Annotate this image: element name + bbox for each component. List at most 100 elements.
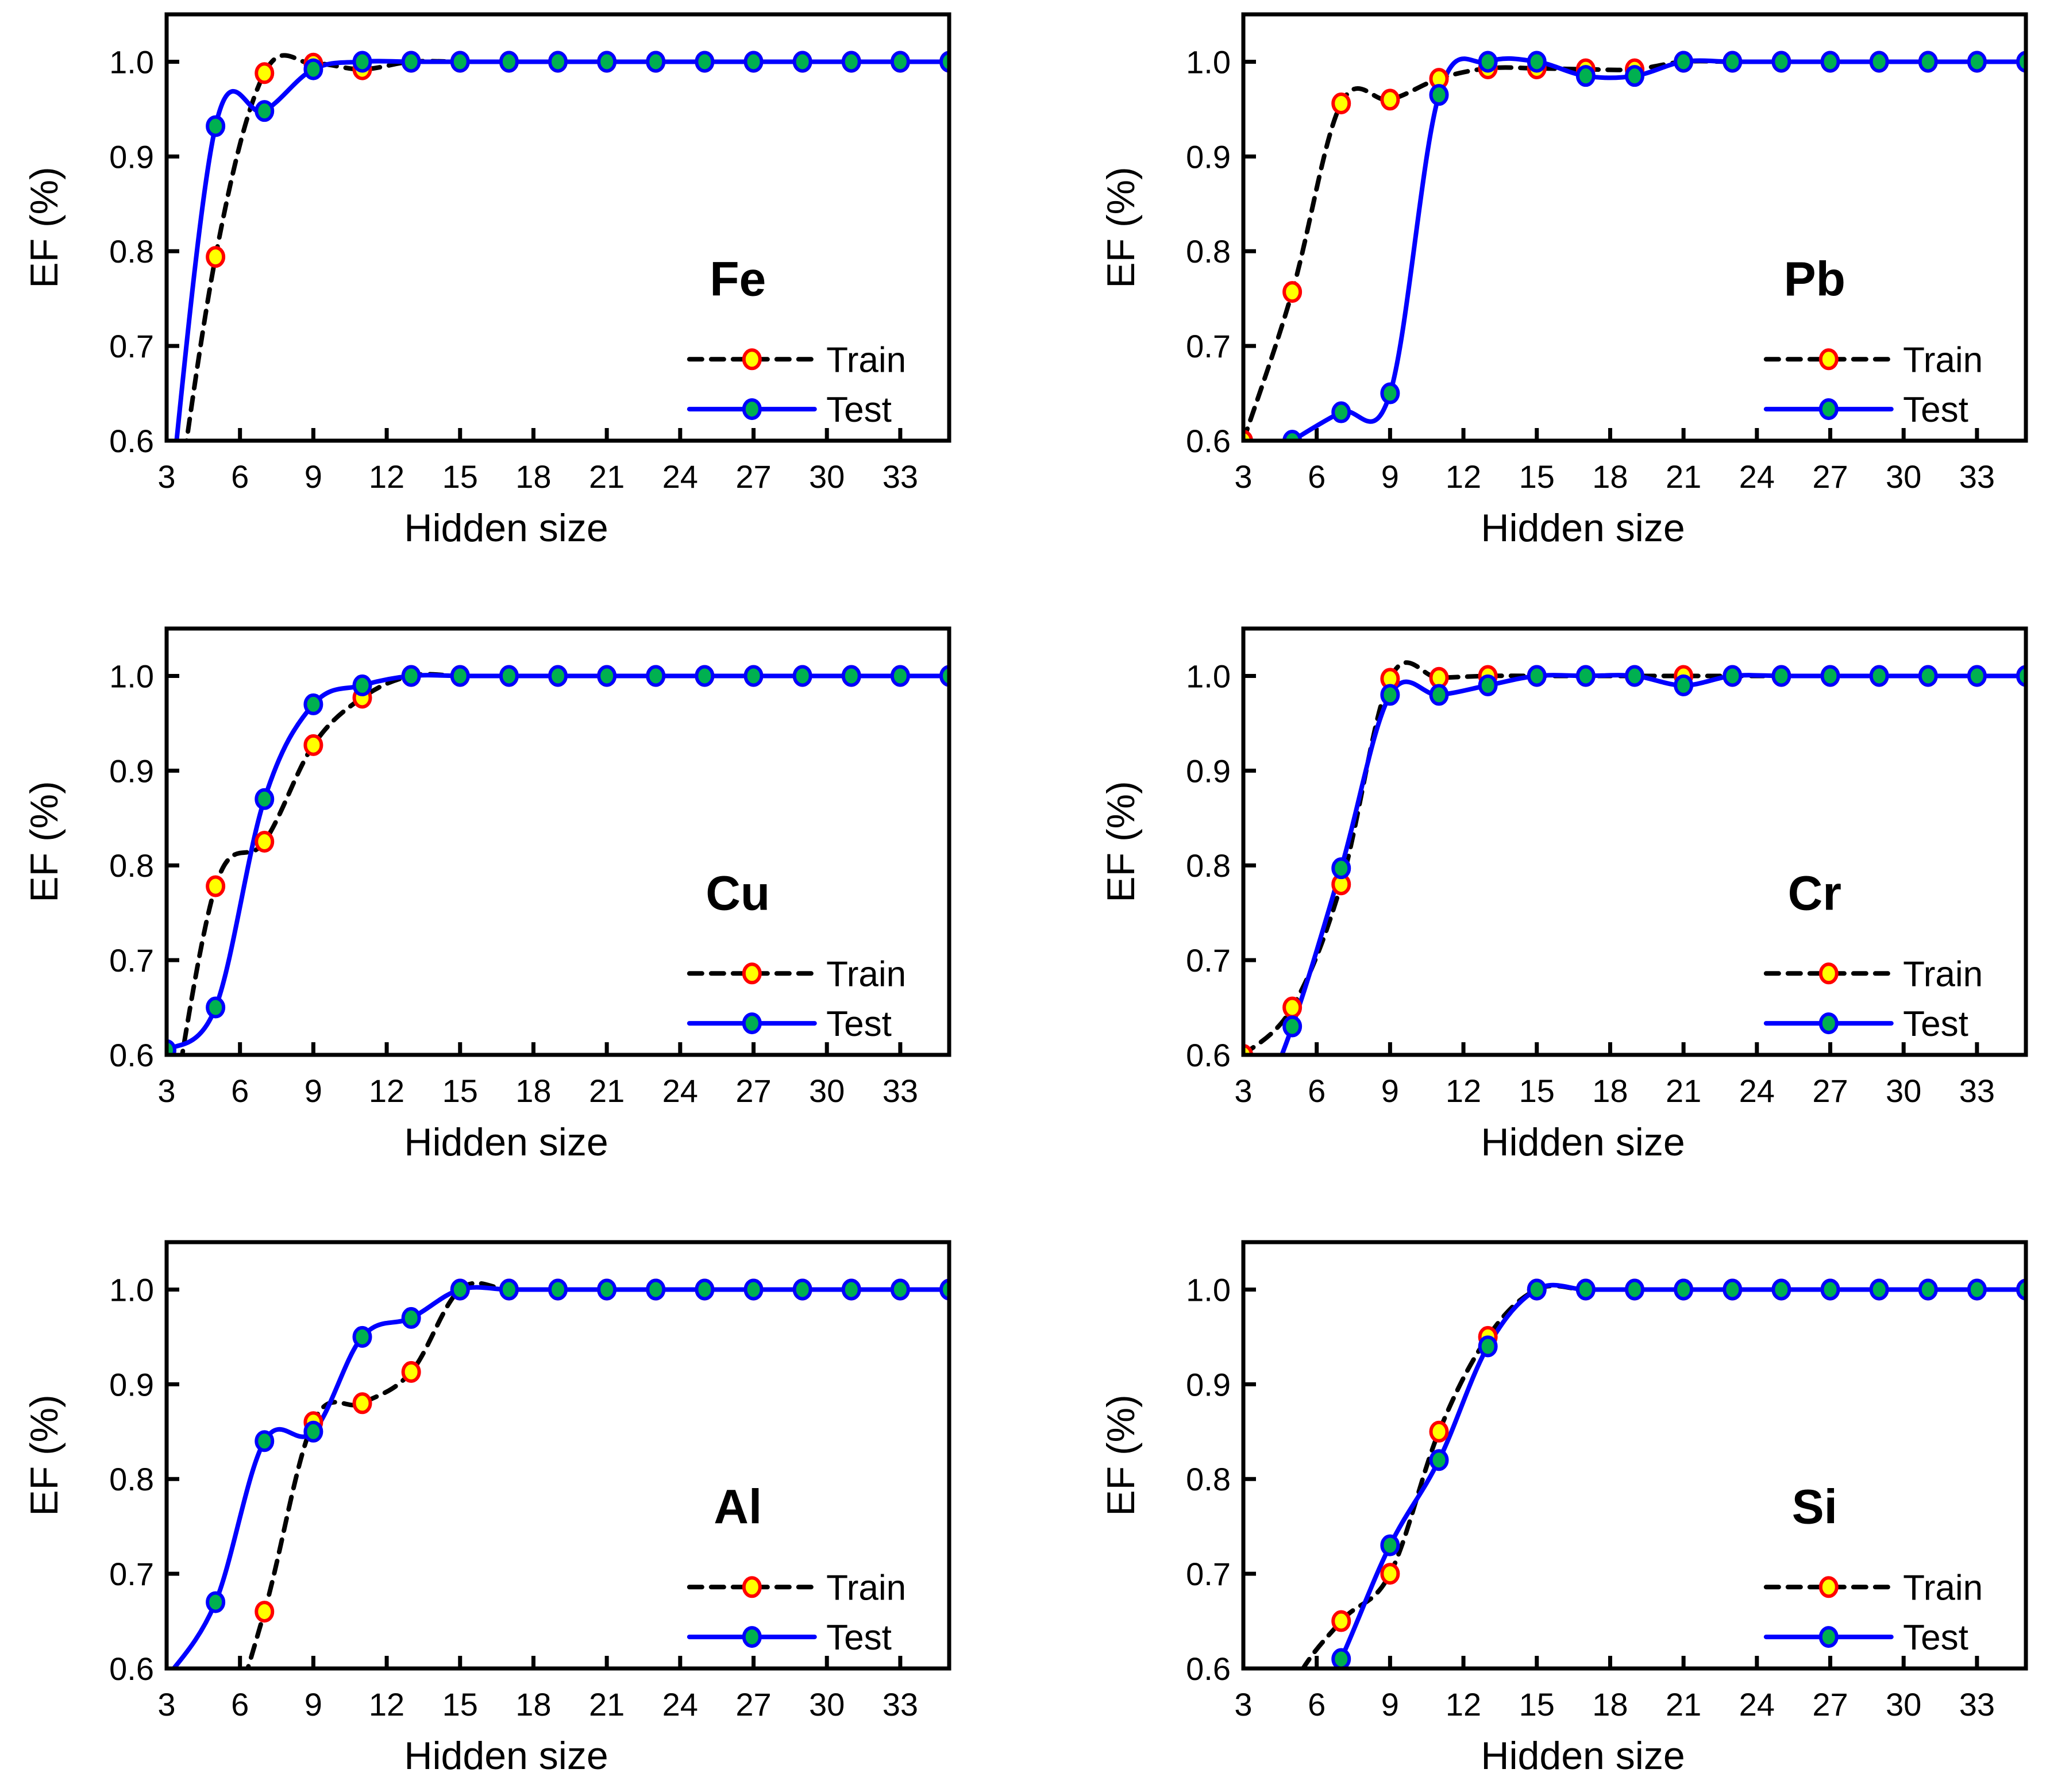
- element-label: Si: [1792, 1480, 1837, 1534]
- x-tick-label: 6: [231, 458, 249, 495]
- plot-area: [1243, 660, 2026, 1055]
- legend: Train Test: [1763, 1568, 1983, 1658]
- data-point-test: [352, 1325, 372, 1348]
- data-point-test: [1967, 51, 1987, 73]
- x-tick-label: 18: [1592, 458, 1628, 495]
- x-tick-label: 24: [662, 1686, 698, 1722]
- data-point-test: [401, 665, 421, 687]
- data-point-test: [695, 1278, 715, 1301]
- data-point-train: [401, 1361, 421, 1383]
- panel-cu: 0.6 0.7 0.8 0.9 1.0 3 6 9 12 15 18 21 24 27 30 33 Hidden…: [22, 626, 951, 1164]
- legend-label-test: Test: [1903, 390, 1968, 430]
- data-point-test: [1331, 857, 1351, 880]
- legend-label-test: Test: [826, 1004, 892, 1044]
- data-point-test: [1478, 51, 1498, 73]
- x-tick-label: 27: [735, 458, 771, 495]
- data-point-test: [1967, 665, 1987, 687]
- x-tick-label: 9: [305, 1686, 322, 1722]
- x-tick-label: 27: [735, 1686, 771, 1722]
- data-point-test: [1575, 1278, 1596, 1301]
- element-label: Fe: [710, 252, 766, 306]
- data-point-train: [1282, 281, 1303, 303]
- legend-marker-train: [742, 1576, 762, 1598]
- x-tick-label: 33: [883, 458, 918, 495]
- data-point-train: [1429, 1420, 1449, 1443]
- data-point-test: [1625, 1278, 1644, 1301]
- data-point-test: [792, 1278, 812, 1301]
- legend-marker-test: [742, 398, 762, 421]
- data-point-train: [206, 246, 226, 268]
- data-point-test: [646, 1278, 666, 1301]
- x-tick-label: 27: [1812, 1686, 1848, 1722]
- series-line-test: [1290, 56, 2026, 441]
- x-tick-label: 30: [1886, 1686, 1921, 1722]
- x-tick-label: 6: [1308, 1073, 1326, 1109]
- y-tick-label: 0.6: [1186, 1651, 1231, 1687]
- data-point-train: [1331, 92, 1351, 114]
- data-point-test: [303, 58, 323, 80]
- y-axis-title: EF (%): [1099, 781, 1143, 903]
- element-label: Cr: [1788, 866, 1841, 920]
- x-tick-label: 24: [662, 1073, 698, 1109]
- data-point-test: [1429, 1449, 1449, 1471]
- data-point-train: [1380, 1563, 1400, 1585]
- data-point-test: [206, 1591, 226, 1613]
- x-tick-label: 21: [589, 1073, 625, 1109]
- data-point-train: [207, 1754, 224, 1772]
- legend-marker-test: [1818, 1012, 1839, 1035]
- legend: Train Test: [687, 954, 906, 1044]
- data-point-train: [1380, 88, 1400, 111]
- legend-label-test: Test: [1903, 1618, 1968, 1658]
- plot-frame: [1241, 12, 2028, 443]
- data-point-test: [548, 665, 568, 687]
- data-point-test: [890, 665, 910, 687]
- data-point-test: [695, 51, 715, 73]
- x-tick-label: 15: [442, 1073, 478, 1109]
- x-tick-label: 21: [1666, 1686, 1701, 1722]
- data-point-test: [1674, 674, 1694, 696]
- legend-marker-test: [742, 1012, 762, 1035]
- x-tick-label: 24: [1739, 1073, 1775, 1109]
- panel-si: 0.6 0.7 0.8 0.9 1.0 3 6 9 12 15 18 21 24 27 30 33 Hidden…: [1099, 1240, 2028, 1778]
- data-point-test: [1723, 51, 1743, 73]
- x-tick-label: 12: [369, 1073, 404, 1109]
- y-axis-title: EF (%): [22, 781, 66, 903]
- data-point-test: [1380, 1534, 1400, 1556]
- legend: Train Test: [687, 340, 906, 430]
- data-point-test: [1918, 665, 1938, 687]
- x-tick-label: 3: [157, 1686, 175, 1722]
- panel-al: 0.6 0.7 0.8 0.9 1.0 3 6 9 12 15 18 21 24 27 30 33 Hidden…: [22, 1240, 951, 1778]
- data-point-test: [1527, 51, 1547, 73]
- y-tick-label: 0.7: [109, 942, 154, 978]
- data-point-test: [1771, 665, 1791, 687]
- x-tick-label: 15: [442, 458, 478, 495]
- plot-area: [167, 1278, 949, 1772]
- legend-label-train: Train: [826, 954, 906, 994]
- y-tick-label: 1.0: [1186, 1271, 1231, 1308]
- y-tick-label: 0.7: [1186, 328, 1231, 364]
- data-point-train: [206, 875, 226, 897]
- y-tick-label: 1.0: [109, 1271, 154, 1308]
- data-point-test: [1429, 684, 1449, 706]
- data-point-test: [206, 996, 226, 1019]
- x-tick-label: 6: [1308, 458, 1326, 495]
- data-point-test: [743, 1278, 764, 1301]
- x-tick-label: 33: [1959, 1686, 1995, 1722]
- x-tick-label: 3: [1234, 458, 1252, 495]
- plot-frame: [164, 1240, 951, 1671]
- x-tick-label: 3: [1234, 1073, 1252, 1109]
- data-point-train: [159, 573, 175, 592]
- x-tick-label: 33: [1959, 1073, 1995, 1109]
- y-tick-label: 0.7: [109, 1556, 154, 1592]
- data-point-test: [255, 1430, 275, 1452]
- legend: Train Test: [1763, 954, 1983, 1044]
- x-tick-label: 12: [369, 458, 404, 495]
- data-point-test: [597, 1278, 617, 1301]
- x-tick-label: 12: [369, 1686, 404, 1722]
- y-tick-label: 1.0: [109, 658, 154, 694]
- x-tick-label: 30: [1886, 458, 1921, 495]
- plot-area: [167, 665, 949, 1055]
- data-point-test: [1380, 382, 1400, 404]
- data-point-test: [792, 665, 812, 687]
- x-tick-label: 9: [1381, 1073, 1399, 1109]
